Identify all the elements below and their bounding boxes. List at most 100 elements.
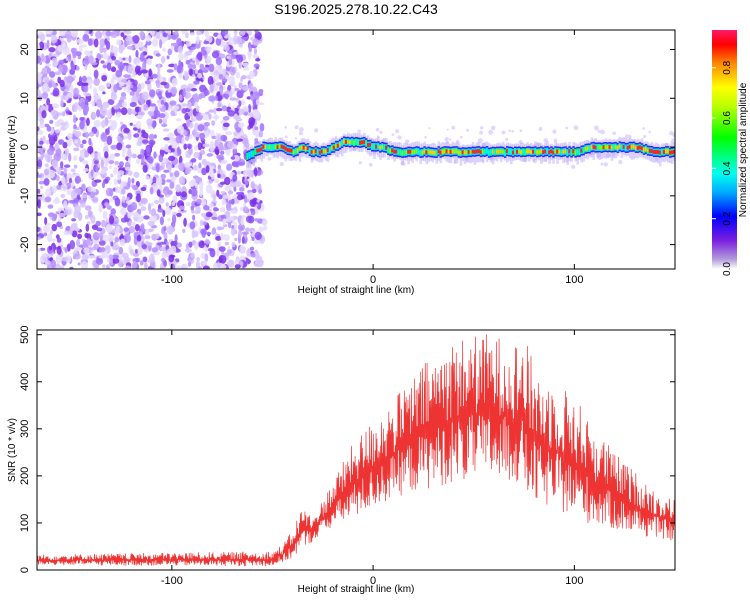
noise-speckle: [185, 92, 192, 99]
trace-core: [562, 149, 565, 154]
noise-speckle: [147, 125, 153, 130]
noise-speckle: [124, 30, 132, 35]
noise-speckle: [58, 212, 66, 218]
noise-speckle: [141, 139, 149, 144]
noise-speckle: [488, 129, 494, 135]
noise-speckle: [252, 38, 259, 47]
trace-core: [401, 150, 404, 155]
noise-speckle: [208, 178, 213, 184]
noise-speckle: [221, 198, 227, 206]
noise-speckle: [215, 57, 223, 66]
trace-core: [624, 145, 628, 150]
noise-speckle: [208, 63, 215, 73]
noise-speckle: [182, 87, 186, 98]
noise-speckle: [571, 164, 576, 169]
y-tick-label: 0: [19, 144, 31, 150]
noise-speckle: [85, 223, 90, 232]
y-tick-label: 0: [19, 567, 31, 573]
snr-line: [37, 334, 675, 567]
trace-core: [620, 145, 624, 150]
noise-speckle: [110, 30, 118, 39]
noise-speckle: [253, 218, 260, 222]
trace-core: [485, 149, 489, 154]
trace-core: [453, 149, 457, 154]
trace-core: [270, 145, 274, 150]
noise-speckle: [202, 114, 210, 121]
trace-core: [493, 149, 497, 154]
trace-core: [574, 150, 577, 155]
x-tick-label: 100: [565, 274, 583, 286]
noise-speckle: [128, 40, 135, 45]
noise-speckle: [233, 221, 238, 231]
noise-speckle: [114, 236, 120, 243]
noise-speckle: [87, 186, 92, 192]
trace-core: [636, 145, 640, 150]
noise-speckle: [110, 92, 117, 101]
noise-speckle: [215, 37, 222, 46]
noise-speckle: [81, 160, 89, 165]
noise-speckle: [87, 38, 93, 46]
noise-speckle: [48, 246, 53, 251]
noise-speckle: [222, 218, 226, 226]
noise-speckle: [39, 33, 46, 42]
noise-speckle: [479, 126, 484, 130]
noise-speckle: [100, 159, 104, 169]
noise-speckle: [203, 205, 210, 211]
noise-speckle: [76, 38, 84, 45]
noise-speckle: [160, 173, 167, 180]
noise-speckle: [405, 139, 410, 144]
noise-speckle: [191, 130, 197, 136]
noise-speckle: [612, 131, 617, 136]
noise-speckle: [160, 81, 168, 86]
noise-speckle: [144, 235, 151, 240]
noise-speckle: [205, 111, 210, 115]
noise-speckle: [141, 156, 145, 165]
noise-speckle: [48, 81, 52, 89]
noise-speckle: [184, 107, 191, 113]
noise-speckle: [171, 77, 178, 87]
noise-speckle: [246, 30, 252, 34]
noise-speckle: [98, 254, 106, 259]
noise-speckle: [146, 242, 153, 246]
trace-core: [662, 150, 666, 154]
trace-core: [447, 149, 451, 154]
noise-speckle: [217, 141, 224, 151]
noise-speckle: [73, 210, 80, 219]
noise-speckle: [230, 80, 236, 87]
noise-speckle: [624, 134, 630, 139]
noise-speckle: [84, 232, 89, 239]
trace-core: [618, 144, 622, 149]
noise-speckle: [39, 140, 44, 145]
noise-speckle: [102, 52, 109, 60]
trace-core: [272, 145, 276, 150]
noise-speckle: [88, 83, 92, 90]
trace-core: [564, 149, 567, 154]
noise-speckle: [251, 188, 257, 194]
noise-speckle: [170, 148, 175, 153]
noise-speckle: [173, 105, 180, 110]
noise-speckle: [518, 140, 523, 145]
noise-speckle: [250, 252, 256, 258]
noise-speckle: [167, 149, 171, 154]
noise-speckle: [43, 168, 50, 176]
noise-speckle: [151, 247, 158, 253]
noise-speckle: [262, 220, 267, 226]
noise-speckle: [121, 145, 127, 154]
trace-core: [530, 149, 533, 154]
noise-speckle: [37, 193, 45, 201]
trace-core: [495, 149, 499, 154]
noise-speckle: [190, 188, 198, 197]
noise-speckle: [168, 145, 172, 150]
noise-speckle: [84, 214, 89, 220]
noise-speckle: [82, 34, 90, 42]
noise-speckle: [50, 109, 57, 116]
noise-speckle: [250, 209, 256, 216]
noise-speckle: [224, 241, 229, 246]
noise-speckle: [220, 150, 225, 155]
noise-speckle: [204, 253, 209, 263]
trace-core: [544, 149, 547, 154]
noise-speckle: [220, 207, 226, 213]
trace-core: [403, 150, 406, 155]
noise-speckle: [248, 45, 253, 53]
noise-speckle: [204, 121, 210, 127]
